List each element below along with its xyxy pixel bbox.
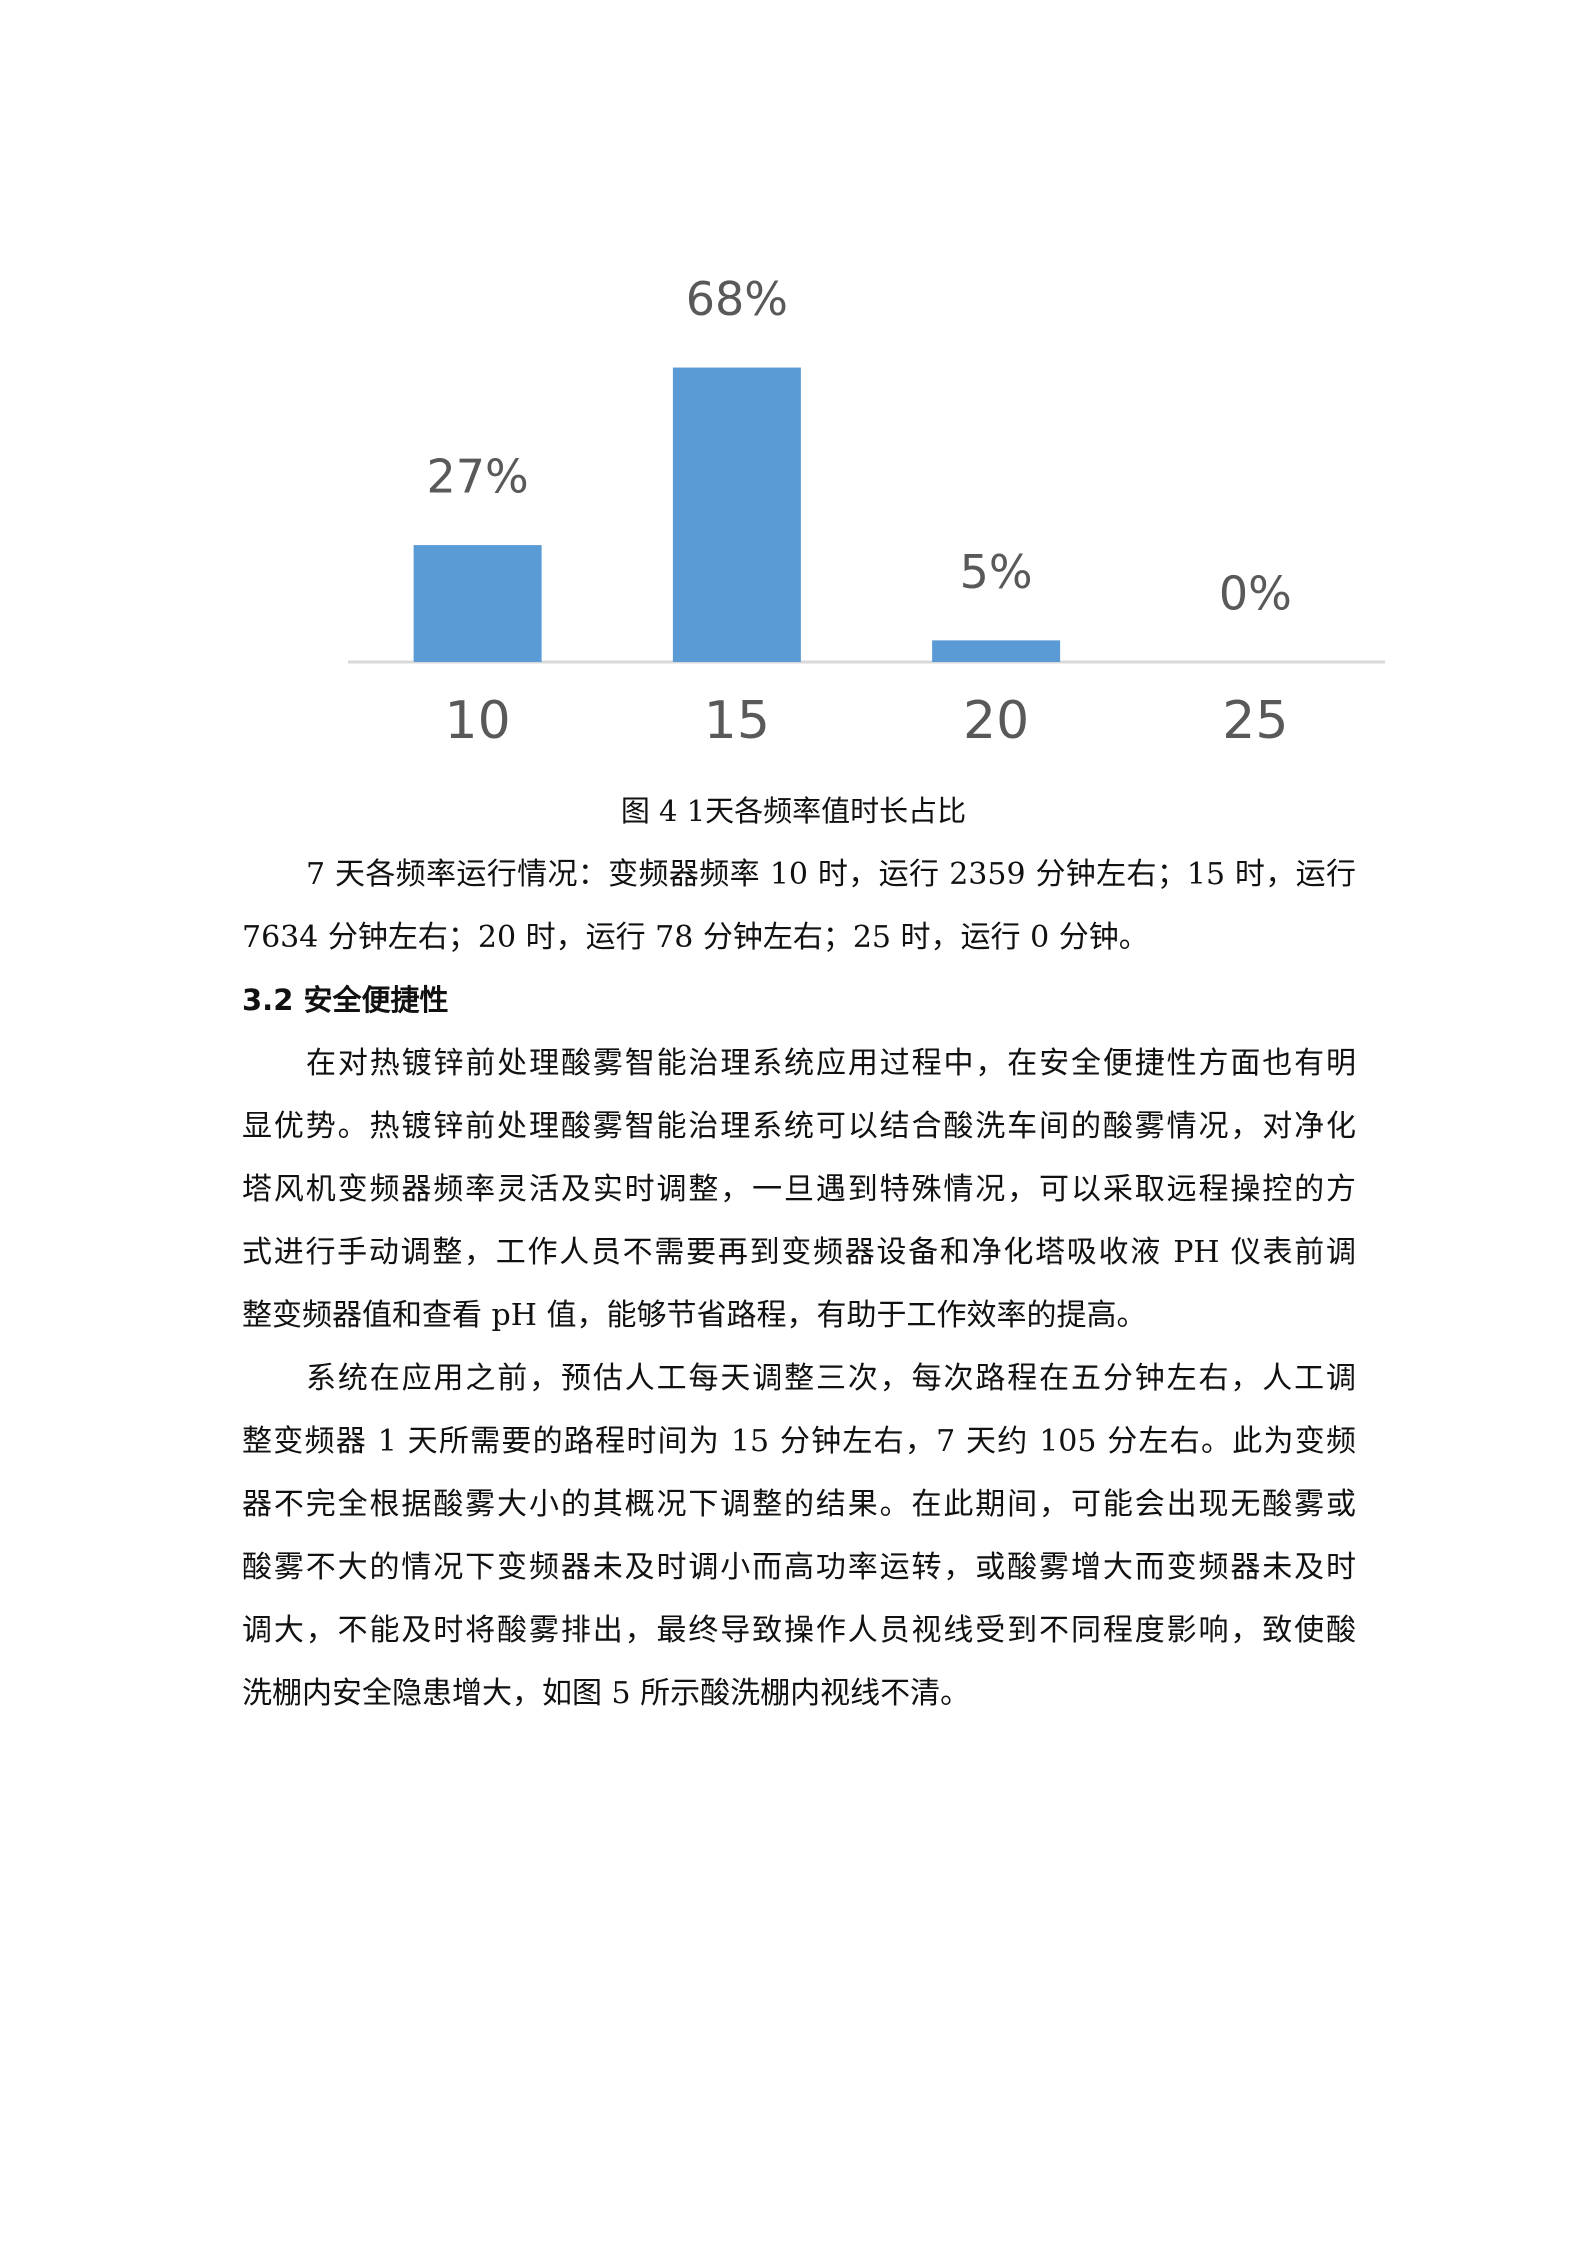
value-label: 0% [1219,567,1292,621]
x-tick-label: 10 [445,691,511,751]
text-line: 整变频器值和查看 pH 值，能够节省路程，有助于工作效率的提高。 [242,1298,1147,1333]
text-line: 塔风机变频器频率灵活及实时调整，一旦遇到特殊情况，可以采取远程操控的方 [242,1172,1356,1207]
text-line: 7634 分钟左右；20 时，运行 78 分钟左右；25 时，运行 0 分钟。 [242,920,1149,955]
bar [413,545,542,662]
bar [672,367,801,662]
text-line: 显优势。热镀锌前处理酸雾智能治理系统可以结合酸洗车间的酸雾情况，对净化 [242,1109,1356,1144]
chart: 27% 10 68% 15 5% 20 0% 25 [348,272,1385,751]
text-line: 洗棚内安全隐患增大，如图 5 所示酸洗棚内视线不清。 [242,1676,971,1711]
x-tick-label: 25 [1222,691,1288,751]
x-tick-label: 20 [963,691,1029,751]
text-line: 器不完全根据酸雾大小的其概况下调整的结果。在此期间，可能会出现无酸雾或 [242,1487,1356,1522]
body-text: 7 天各频率运行情况：变频器频率 10 时，运行 2359 分钟左右；15 时，… [242,843,1356,1725]
text-line: 式进行手动调整，工作人员不需要再到变频器设备和净化塔吸收液 PH 仪表前调 [242,1235,1356,1270]
paragraph: 系统在应用之前，预估人工每天调整三次，每次路程在五分钟左右，人工调整变频器 1 … [242,1347,1356,1725]
paragraph: 在对热镀锌前处理酸雾智能治理系统应用过程中，在安全便捷性方面也有明显优势。热镀锌… [242,1032,1356,1347]
bar [932,640,1061,662]
value-label: 68% [686,272,788,326]
text-line: 整变频器 1 天所需要的路程时间为 15 分钟左右，7 天约 105 分左右。此… [242,1424,1356,1459]
value-label: 5% [960,545,1033,599]
text-line: 系统在应用之前，预估人工每天调整三次，每次路程在五分钟左右，人工调 [306,1361,1356,1396]
figure-caption: 图 4 1天各频率值时长占比 [620,794,967,828]
text-line: 7 天各频率运行情况：变频器频率 10 时，运行 2359 分钟左右；15 时，… [306,857,1356,892]
x-tick-label: 15 [704,691,770,751]
value-label: 27% [427,450,529,504]
text-line: 酸雾不大的情况下变频器未及时调小而高功率运转，或酸雾增大而变频器未及时 [242,1550,1356,1585]
text-line: 调大，不能及时将酸雾排出，最终导致操作人员视线受到不同程度影响，致使酸 [242,1613,1356,1648]
section-heading: 3.2 安全便捷性 [242,983,449,1017]
text-line: 在对热镀锌前处理酸雾智能治理系统应用过程中，在安全便捷性方面也有明 [306,1046,1356,1081]
paragraph: 7 天各频率运行情况：变频器频率 10 时，运行 2359 分钟左右；15 时，… [242,843,1356,969]
